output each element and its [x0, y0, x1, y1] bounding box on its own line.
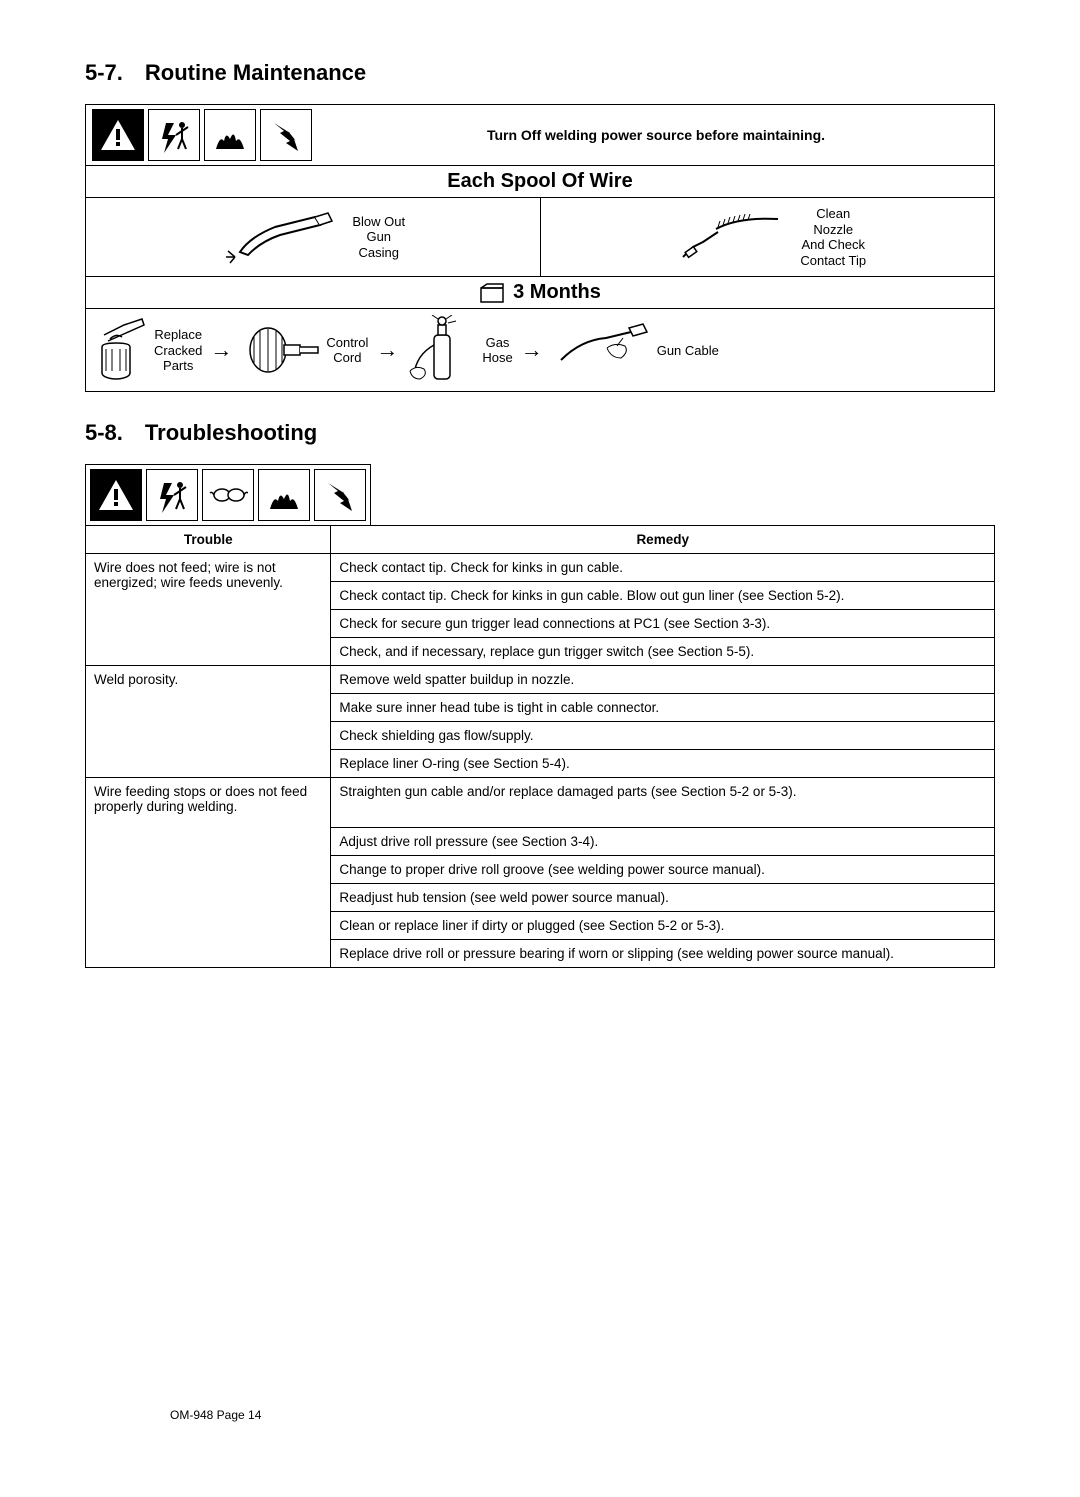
remedy-cell: Remove weld spatter buildup in nozzle.: [331, 666, 995, 694]
control-cord-item: Control Cord: [240, 315, 368, 385]
gas-cylinder-icon: [406, 315, 476, 385]
remedy-cell: Replace drive roll or pressure bearing i…: [331, 940, 995, 968]
blow-out-label: Blow Out Gun Casing: [352, 214, 405, 261]
remedy-cell: Readjust hub tension (see weld power sou…: [331, 884, 995, 912]
warning-triangle-icon: [92, 109, 144, 161]
col-trouble: Trouble: [86, 526, 331, 554]
fire-hazard-icon: [258, 469, 310, 521]
blow-out-gun-icon: [220, 207, 340, 267]
warning-text: Turn Off welding power source before mai…: [318, 105, 994, 165]
troubleshooting-table: Trouble Remedy Wire does not feed; wire …: [85, 525, 995, 968]
clean-nozzle-cell: Clean Nozzle And Check Contact Tip: [540, 198, 995, 276]
moving-parts-icon: [314, 469, 366, 521]
remedy-cell: Clean or replace liner if dirty or plugg…: [331, 912, 995, 940]
remedy-cell: Adjust drive roll pressure (see Section …: [331, 828, 995, 856]
page-footer: OM-948 Page 14: [170, 1408, 261, 1422]
troubleshooting-container: Trouble Remedy Wire does not feed; wire …: [85, 464, 995, 968]
months-tasks-row: Replace Cracked Parts → Control Cord → G…: [86, 309, 994, 391]
remedy-cell: Check contact tip. Check for kinks in gu…: [331, 582, 995, 610]
trouble-cell: Weld porosity.: [86, 666, 331, 778]
gas-hose-item: Gas Hose: [406, 315, 512, 385]
calendar-icon: [479, 282, 505, 304]
section-5-7-heading: 5-7. Routine Maintenance: [85, 60, 995, 86]
gun-cable-icon: [551, 320, 651, 380]
remedy-cell: Check shielding gas flow/supply.: [331, 722, 995, 750]
remedy-cell: Change to proper drive roll groove (see …: [331, 856, 995, 884]
table-row: Wire feeding stops or does not feed prop…: [86, 778, 995, 828]
remedy-cell: Make sure inner head tube is tight in ca…: [331, 694, 995, 722]
gun-cable-label: Gun Cable: [657, 343, 719, 359]
blow-out-cell: Blow Out Gun Casing: [86, 198, 540, 276]
control-cord-label: Control Cord: [326, 335, 368, 366]
remedy-cell: Check for secure gun trigger lead connec…: [331, 610, 995, 638]
arrow-icon: →: [513, 337, 551, 363]
electric-shock-icon: [146, 469, 198, 521]
clean-nozzle-icon: [668, 207, 788, 267]
arrow-icon: →: [202, 337, 240, 363]
three-months-heading: 3 Months: [86, 277, 994, 309]
table-header-row: Trouble Remedy: [86, 526, 995, 554]
remedy-cell: Straighten gun cable and/or replace dama…: [331, 778, 995, 828]
section-5-8-heading: 5-8. Troubleshooting: [85, 420, 995, 446]
gun-cable-item: Gun Cable: [551, 320, 719, 380]
remedy-cell: Replace liner O-ring (see Section 5-4).: [331, 750, 995, 778]
replace-parts-item: Replace Cracked Parts: [94, 315, 202, 385]
warning-row: Turn Off welding power source before mai…: [86, 105, 994, 166]
col-remedy: Remedy: [331, 526, 995, 554]
replace-parts-label: Replace Cracked Parts: [154, 327, 202, 374]
ts-warning-icon-group: [85, 464, 371, 525]
table-row: Wire does not feed; wire is not energize…: [86, 554, 995, 582]
trouble-cell: Wire does not feed; wire is not energize…: [86, 554, 331, 666]
each-spool-heading: Each Spool Of Wire: [86, 166, 994, 198]
eye-protection-icon: [202, 469, 254, 521]
electric-shock-icon: [148, 109, 200, 161]
trouble-cell: Wire feeding stops or does not feed prop…: [86, 778, 331, 968]
clean-nozzle-label: Clean Nozzle And Check Contact Tip: [800, 206, 866, 268]
gas-hose-label: Gas Hose: [482, 335, 512, 366]
trash-can-icon: [94, 315, 148, 385]
moving-parts-icon: [260, 109, 312, 161]
remedy-cell: Check, and if necessary, replace gun tri…: [331, 638, 995, 666]
remedy-cell: Check contact tip. Check for kinks in gu…: [331, 554, 995, 582]
table-row: Weld porosity.Remove weld spatter buildu…: [86, 666, 995, 694]
warning-triangle-icon: [90, 469, 142, 521]
arrow-icon: →: [368, 337, 406, 363]
warning-icon-group: [86, 105, 318, 165]
three-months-text: 3 Months: [513, 281, 601, 304]
screwdriver-icon: [240, 315, 320, 385]
fire-hazard-icon: [204, 109, 256, 161]
spool-tasks-row: Blow Out Gun Casing Clean Nozzle And Che…: [86, 198, 994, 277]
maintenance-table: Turn Off welding power source before mai…: [85, 104, 995, 392]
